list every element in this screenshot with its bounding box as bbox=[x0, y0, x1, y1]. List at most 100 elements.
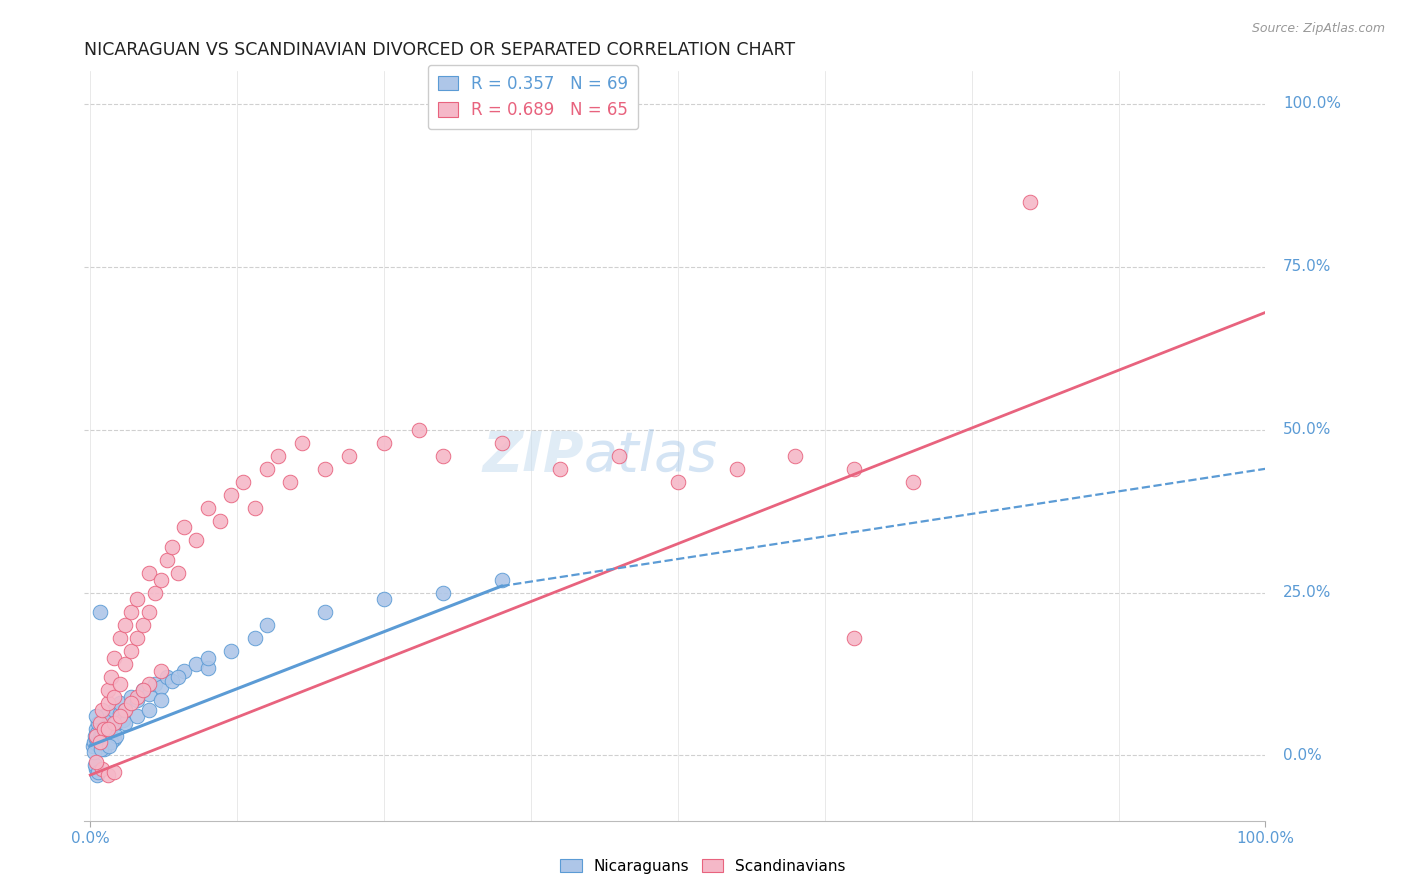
Point bbox=[89, 729, 111, 743]
Point bbox=[89, 605, 111, 619]
Point bbox=[86, 768, 108, 782]
Point bbox=[82, 739, 104, 753]
Point bbox=[91, 703, 114, 717]
Text: 75.0%: 75.0% bbox=[1284, 260, 1331, 275]
Point bbox=[100, 713, 122, 727]
Point bbox=[132, 618, 155, 632]
Point bbox=[89, 735, 111, 749]
Point bbox=[278, 475, 301, 489]
Point bbox=[842, 462, 865, 476]
Point bbox=[83, 735, 105, 749]
Point bbox=[97, 768, 120, 782]
Point bbox=[120, 690, 142, 704]
Legend: R = 0.357   N = 69, R = 0.689   N = 65: R = 0.357 N = 69, R = 0.689 N = 65 bbox=[427, 65, 638, 129]
Point bbox=[108, 709, 131, 723]
Point bbox=[219, 488, 242, 502]
Point bbox=[86, 737, 108, 751]
Point bbox=[84, 762, 107, 776]
Point bbox=[90, 742, 112, 756]
Point bbox=[132, 683, 155, 698]
Point bbox=[97, 715, 120, 730]
Text: ZIP: ZIP bbox=[482, 429, 583, 483]
Legend: Nicaraguans, Scandinavians: Nicaraguans, Scandinavians bbox=[554, 853, 852, 880]
Point bbox=[1019, 194, 1042, 209]
Text: atlas: atlas bbox=[583, 429, 718, 483]
Point bbox=[373, 435, 395, 450]
Point bbox=[138, 605, 160, 619]
Point bbox=[143, 677, 166, 691]
Point bbox=[91, 713, 114, 727]
Point bbox=[90, 731, 112, 745]
Point bbox=[84, 755, 107, 769]
Point bbox=[256, 462, 278, 476]
Point bbox=[120, 697, 142, 711]
Point bbox=[725, 462, 748, 476]
Point bbox=[103, 717, 125, 731]
Point bbox=[491, 435, 513, 450]
Point bbox=[84, 709, 107, 723]
Point bbox=[89, 732, 111, 747]
Point bbox=[408, 423, 430, 437]
Point bbox=[162, 673, 184, 688]
Point bbox=[83, 745, 105, 759]
Point bbox=[785, 449, 807, 463]
Point bbox=[243, 500, 266, 515]
Point bbox=[901, 475, 924, 489]
Point bbox=[91, 762, 114, 776]
Text: 50.0%: 50.0% bbox=[1284, 422, 1331, 437]
Point bbox=[108, 697, 131, 711]
Point bbox=[114, 657, 136, 672]
Point bbox=[89, 715, 111, 730]
Point bbox=[98, 721, 121, 735]
Point bbox=[120, 605, 142, 619]
Point bbox=[114, 715, 136, 730]
Point bbox=[84, 729, 107, 743]
Point bbox=[138, 703, 160, 717]
Text: 0.0%: 0.0% bbox=[1284, 748, 1322, 763]
Point bbox=[156, 670, 179, 684]
Point bbox=[93, 729, 115, 743]
Point bbox=[373, 592, 395, 607]
Point bbox=[103, 650, 125, 665]
Point bbox=[432, 585, 454, 599]
Text: NICARAGUAN VS SCANDINAVIAN DIVORCED OR SEPARATED CORRELATION CHART: NICARAGUAN VS SCANDINAVIAN DIVORCED OR S… bbox=[84, 41, 796, 59]
Point bbox=[127, 592, 149, 607]
Point bbox=[114, 618, 136, 632]
Point bbox=[103, 690, 125, 704]
Point bbox=[550, 462, 572, 476]
Point bbox=[98, 723, 121, 738]
Point bbox=[100, 670, 122, 684]
Point bbox=[93, 709, 115, 723]
Point bbox=[314, 462, 336, 476]
Point bbox=[84, 732, 107, 747]
Point bbox=[666, 475, 689, 489]
Point bbox=[91, 739, 114, 753]
Point bbox=[127, 631, 149, 645]
Point bbox=[138, 677, 160, 691]
Point bbox=[103, 764, 125, 779]
Point bbox=[87, 764, 110, 779]
Point bbox=[149, 664, 172, 678]
Point bbox=[127, 690, 149, 704]
Point bbox=[173, 520, 195, 534]
Point bbox=[232, 475, 254, 489]
Point bbox=[108, 677, 131, 691]
Point bbox=[491, 573, 513, 587]
Point bbox=[94, 725, 117, 739]
Point bbox=[103, 715, 125, 730]
Point bbox=[243, 631, 266, 645]
Point bbox=[87, 735, 110, 749]
Point bbox=[167, 670, 190, 684]
Point bbox=[91, 725, 114, 739]
Text: 25.0%: 25.0% bbox=[1284, 585, 1331, 600]
Point bbox=[108, 631, 131, 645]
Point bbox=[197, 650, 219, 665]
Point bbox=[162, 540, 184, 554]
Point bbox=[149, 573, 172, 587]
Point bbox=[100, 735, 122, 749]
Point bbox=[98, 739, 121, 753]
Point bbox=[84, 723, 107, 737]
Point bbox=[432, 449, 454, 463]
Point bbox=[337, 449, 360, 463]
Point bbox=[267, 449, 290, 463]
